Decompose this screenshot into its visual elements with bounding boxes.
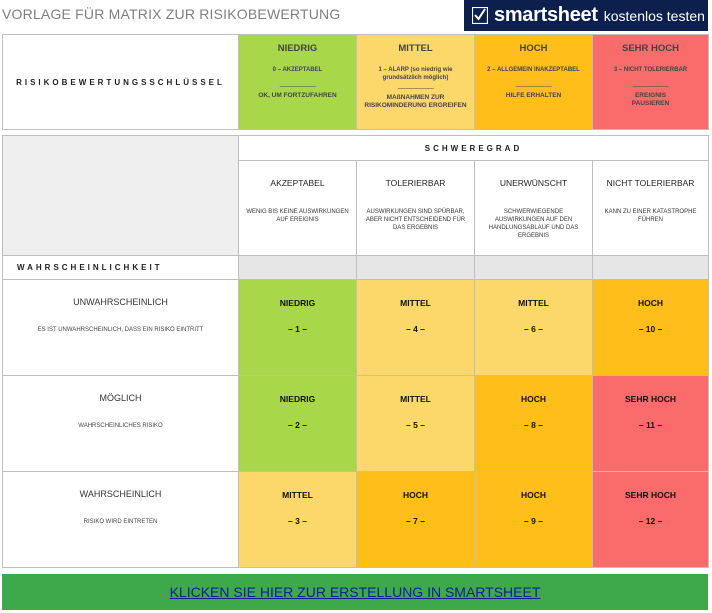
severity-tolerable: TOLERIERBAR AUSWIRKUNGEN SIND SPÜRBAR, A… [356,160,475,256]
severity-acceptable: AKZEPTABEL WENIG BIS KEINE AUSWIRKUNGEN … [238,160,357,256]
matrix-cell: HOCH – 9 – [474,471,593,568]
key-level-desc: 0 – AKZEPTABEL [272,67,323,73]
spacer-cell [238,255,357,280]
risk-level: SEHR HOCH [625,490,677,500]
matrix-cell: HOCH – 7 – [356,471,475,568]
matrix-cell: SEHR HOCH – 12 – [591,471,710,568]
risk-score: – 11 – [638,420,663,430]
risk-score: – 9 – [524,516,543,526]
likelihood-desc: ES IST UNWAHRSCHEINLICH, DASS EIN RISIKO… [37,327,204,333]
matrix-cell: HOCH – 10 – [591,279,710,376]
severity-desc: AUSWIRKUNGEN SIND SPÜRBAR, ABER NICHT EN… [365,209,466,231]
brand-tagline: kostenlos testen [603,7,705,24]
matrix-cell: MITTEL – 3 – [238,471,357,568]
likelihood-name: MÖGLICH [99,393,142,403]
risk-level: MITTEL [518,298,549,308]
matrix-cell: MITTEL – 6 – [474,279,593,376]
risk-level: MITTEL [282,490,313,500]
risk-score: – 10 – [638,324,663,334]
risk-score: – 6 – [524,324,543,334]
risk-score: – 5 – [406,420,425,430]
risk-score: – 12 – [638,516,663,526]
severity-undesirable: UNERWÜNSCHT SCHWERWIEGENDE AUSWIRKUNGEN … [474,160,593,256]
severity-desc: SCHWERWIEGENDE AUSWIRKUNGEN AUF DEN HAND… [488,209,579,239]
spacer-cell [356,255,475,280]
risk-key-label: RISIKOBEWERTUNGSSCHLÜSSEL [2,34,239,130]
page-title: VORLAGE FÜR MATRIX ZUR RISIKOBEWERTUNG [2,6,341,22]
severity-name: NICHT TOLERIERBAR [606,178,695,188]
spacer-cell [591,255,710,280]
key-level-action: OK, UM FORTZUFAHREN [258,92,337,99]
likelihood-unlikely: UNWAHRSCHEINLICH ES IST UNWAHRSCHEINLICH… [2,279,239,376]
risk-score: – 2 – [288,420,307,430]
likelihood-possible: MÖGLICH WAHRSCHEINLICHES RISIKO [2,375,239,472]
key-level-very-high: SEHR HOCH 3 – NICHT TOLERIERBAR --------… [592,34,709,130]
severity-desc: WENIG BIS KEINE AUSWIRKUNGEN AUF EREIGNI… [246,209,349,223]
likelihood-name: WAHRSCHEINLICH [79,489,162,499]
matrix-cell: SEHR HOCH – 11 – [591,375,710,472]
key-level-name: HOCH [519,43,548,54]
risk-level: NIEDRIG [279,298,316,308]
key-level-desc: 2 – ALLGEMEIN INAKZEPTABEL [487,67,580,73]
key-level-name: MITTEL [398,43,433,54]
key-level-divider: ------------------------ [515,84,552,90]
severity-name: UNERWÜNSCHT [499,178,568,188]
key-level-high: HOCH 2 – ALLGEMEIN INAKZEPTABEL --------… [474,34,593,130]
matrix-cell: NIEDRIG – 1 – [238,279,357,376]
risk-level: HOCH [637,298,664,308]
severity-header: SCHWEREGRAD [237,135,710,161]
likelihood-name: UNWAHRSCHEINLICH [73,297,168,307]
risk-level: HOCH [520,394,547,404]
risk-matrix-table: SCHWEREGRAD AKZEPTABEL WENIG BIS KEINE A… [2,135,710,568]
spacer-cell [474,255,593,280]
key-level-action: HILFE ERHALTEN [505,92,562,99]
likelihood-header: WAHRSCHEINLICHKEIT [2,255,239,280]
smartsheet-trial-banner[interactable]: smartsheet kostenlos testen [464,0,708,31]
key-level-low: NIEDRIG 0 – AKZEPTABEL -----------------… [238,34,357,130]
key-level-divider: ------------------------ [632,84,669,90]
risk-score: – 3 – [288,516,307,526]
severity-name: TOLERIERBAR [385,178,446,188]
likelihood-desc: WAHRSCHEINLICHES RISIKO [78,423,163,429]
matrix-cell: HOCH – 8 – [474,375,593,472]
key-level-name: NIEDRIG [277,43,318,54]
key-level-desc: 3 – NICHT TOLERIERBAR [613,67,688,73]
matrix-cell: MITTEL – 5 – [356,375,475,472]
key-level-action: MAßNAHMEN ZUR RISIKOMINDERUNG ERGREIFEN [364,94,467,109]
severity-desc: KANN ZU EINER KATASTROPHE FÜHREN [604,209,697,223]
risk-score: – 7 – [406,516,425,526]
likelihood-desc: RISIKO WIRD EINTRETEN [83,519,158,525]
key-level-divider: ------------------------ [279,84,316,90]
brand-name: smartsheet [494,4,598,26]
create-in-smartsheet-link[interactable]: KLICKEN SIE HIER ZUR ERSTELLUNG IN SMART… [169,584,541,600]
risk-score: – 4 – [406,324,425,334]
key-level-desc: 1 – ALARP (so niedrig wie grundsätzlich … [378,67,453,81]
risk-level: HOCH [402,490,429,500]
key-level-action: EREIGNIS PAUSIEREN [631,92,670,107]
smartsheet-logo-icon [472,7,488,24]
key-level-name: SEHR HOCH [621,43,679,54]
severity-intolerable: NICHT TOLERIERBAR KANN ZU EINER KATASTRO… [591,160,710,256]
risk-score: – 8 – [524,420,543,430]
risk-level: MITTEL [400,394,431,404]
matrix-corner [2,135,239,256]
matrix-cell: MITTEL – 4 – [356,279,475,376]
risk-level: HOCH [520,490,547,500]
risk-level: NIEDRIG [279,394,316,404]
risk-level: SEHR HOCH [625,394,677,404]
risk-level: MITTEL [400,298,431,308]
severity-name: AKZEPTABEL [270,178,325,188]
matrix-cell: NIEDRIG – 2 – [238,375,357,472]
key-level-divider: ------------------------ [397,86,434,92]
key-level-medium: MITTEL 1 – ALARP (so niedrig wie grundsä… [356,34,475,130]
risk-score: – 1 – [288,324,307,334]
risk-key-table: RISIKOBEWERTUNGSSCHLÜSSEL NIEDRIG 0 – AK… [2,34,709,130]
likelihood-likely: WAHRSCHEINLICH RISIKO WIRD EINTRETEN [2,471,239,568]
cta-banner[interactable]: KLICKEN SIE HIER ZUR ERSTELLUNG IN SMART… [2,574,708,610]
